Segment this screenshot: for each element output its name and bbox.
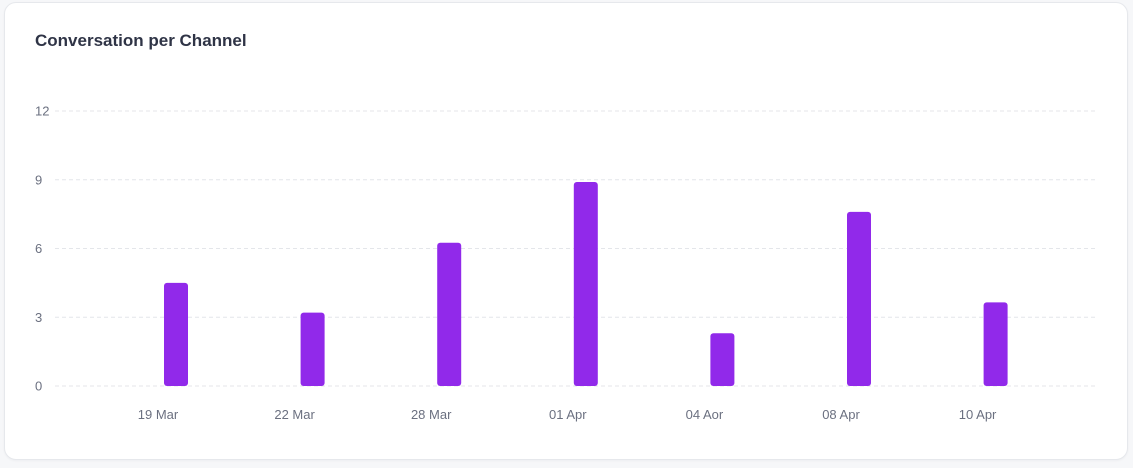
bar	[573, 182, 598, 386]
x-tick-label: 19 Mar	[138, 407, 179, 422]
x-tick-label: 10 Apr	[959, 407, 997, 422]
bar	[847, 211, 871, 386]
x-tick-label: 01 Apr	[549, 407, 587, 422]
y-tick-label: 0	[35, 379, 42, 394]
bar	[437, 242, 462, 386]
bar	[300, 312, 325, 386]
x-tick-label: 04 Aor	[686, 407, 724, 422]
x-tick-label: 08 Apr	[822, 407, 860, 422]
x-tick-label: 22 Mar	[274, 407, 315, 422]
chart-card: Conversation per Channel 0 3 6 9 12 19 Mar 22 …	[4, 2, 1128, 460]
bar-chart: 0 3 6 9 12 19 Mar 22 Mar 28 Mar 01 Apr 04 Aor 08 A…	[35, 104, 1095, 422]
x-tick-label: 28 Mar	[411, 407, 452, 422]
y-tick-label: 6	[35, 241, 42, 256]
bar	[164, 282, 188, 386]
y-tick-label: 3	[35, 310, 42, 325]
y-tick-label: 12	[35, 104, 49, 119]
bar	[710, 333, 735, 386]
y-tick-label: 9	[35, 172, 42, 187]
bar	[983, 302, 1008, 386]
chart-title: Conversation per Channel	[35, 31, 247, 50]
